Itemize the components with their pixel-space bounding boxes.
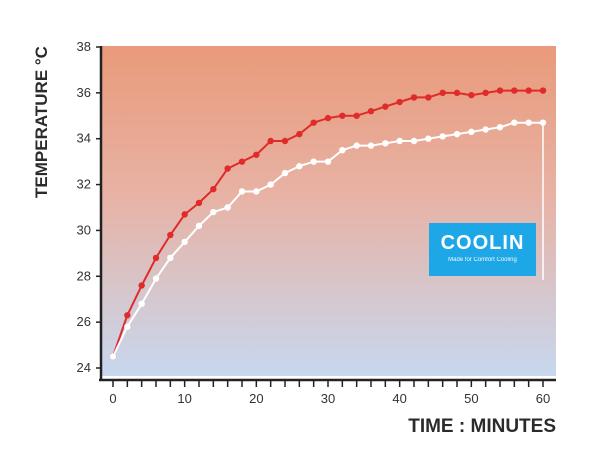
data-point-red — [453, 89, 461, 97]
data-point-white — [539, 119, 547, 126]
x-tick-label: 20 — [249, 391, 263, 406]
plot-background — [101, 46, 556, 376]
data-point-white — [439, 133, 446, 140]
data-point-red — [410, 94, 418, 101]
data-point-red — [310, 119, 317, 126]
data-point-white — [267, 181, 274, 188]
data-point-white — [367, 142, 375, 149]
data-point-red — [224, 165, 231, 172]
data-point-red — [152, 254, 160, 262]
data-point-red — [138, 282, 145, 289]
data-point-red — [539, 87, 547, 94]
y-tick-label: 38 — [77, 39, 91, 54]
data-point-red — [195, 199, 203, 207]
data-point-red — [296, 130, 303, 138]
data-point-white — [353, 142, 360, 149]
data-point-white — [210, 208, 217, 216]
data-point-red — [181, 211, 188, 218]
data-point-white — [181, 238, 188, 246]
data-point-white — [109, 353, 117, 360]
y-tick-label: 24 — [77, 360, 91, 375]
data-point-white — [525, 119, 532, 126]
data-point-red — [210, 185, 217, 193]
data-point-red — [382, 103, 389, 110]
x-tick-label: 50 — [464, 391, 478, 406]
data-point-white — [310, 158, 317, 165]
brand-logo-box: COOLIN Made for Comfort Cooling — [429, 223, 536, 276]
series-layer — [109, 87, 547, 360]
brand-tagline: Made for Comfort Cooling — [448, 257, 517, 263]
data-point-red — [167, 231, 174, 239]
data-point-red — [367, 108, 375, 115]
brand-name: COOLIN — [440, 232, 525, 254]
data-point-white — [425, 135, 432, 142]
data-point-red — [396, 98, 403, 106]
data-point-white — [339, 146, 346, 154]
data-point-white — [511, 119, 518, 126]
data-point-red — [496, 87, 504, 94]
y-tick-label: 26 — [77, 314, 91, 329]
y-axis-title: TEMPERATURE °C — [32, 46, 51, 198]
data-point-red — [468, 91, 475, 99]
y-tick-label: 32 — [77, 177, 91, 192]
data-point-white — [152, 275, 160, 282]
data-point-red — [281, 137, 289, 145]
data-point-white — [138, 300, 145, 307]
data-point-red — [124, 312, 131, 319]
data-point-white — [224, 204, 231, 211]
data-point-white — [253, 188, 260, 195]
data-point-white — [167, 254, 174, 262]
x-axis-title: TIME : MINUTES — [408, 416, 556, 437]
data-point-white — [396, 137, 403, 145]
y-tick-label: 28 — [77, 268, 91, 283]
data-point-white — [496, 124, 504, 131]
data-point-red — [253, 151, 260, 158]
axes: 24 26 28 30 32 34 36 38 0 10 20 30 40 50 60 — [77, 39, 556, 406]
data-point-white — [124, 323, 131, 330]
x-tick-label: 40 — [392, 391, 406, 406]
y-tick-label: 34 — [77, 131, 91, 146]
data-point-white — [382, 140, 389, 147]
data-point-white — [453, 130, 461, 138]
data-point-red — [482, 89, 489, 97]
data-point-red — [425, 94, 432, 101]
y-tick-label: 30 — [77, 222, 91, 237]
data-point-white — [296, 163, 303, 170]
data-point-white — [482, 126, 489, 133]
x-tick-label: 0 — [109, 391, 116, 406]
data-point-white — [468, 128, 475, 136]
data-point-white — [238, 188, 246, 195]
data-point-red — [525, 87, 532, 94]
data-point-red — [353, 112, 360, 119]
data-point-red — [267, 137, 274, 145]
y-tick-label: 36 — [77, 85, 91, 100]
x-tick-label: 10 — [177, 391, 191, 406]
data-point-red — [439, 89, 446, 97]
data-point-red — [324, 114, 332, 122]
x-tick-label: 30 — [321, 391, 335, 406]
data-point-red — [339, 112, 346, 119]
data-point-white — [324, 158, 332, 165]
data-point-white — [410, 137, 418, 145]
data-point-white — [195, 222, 203, 230]
data-point-red — [511, 87, 518, 94]
data-point-red — [238, 158, 246, 165]
x-tick-label: 60 — [536, 391, 550, 406]
data-point-white — [281, 169, 289, 177]
